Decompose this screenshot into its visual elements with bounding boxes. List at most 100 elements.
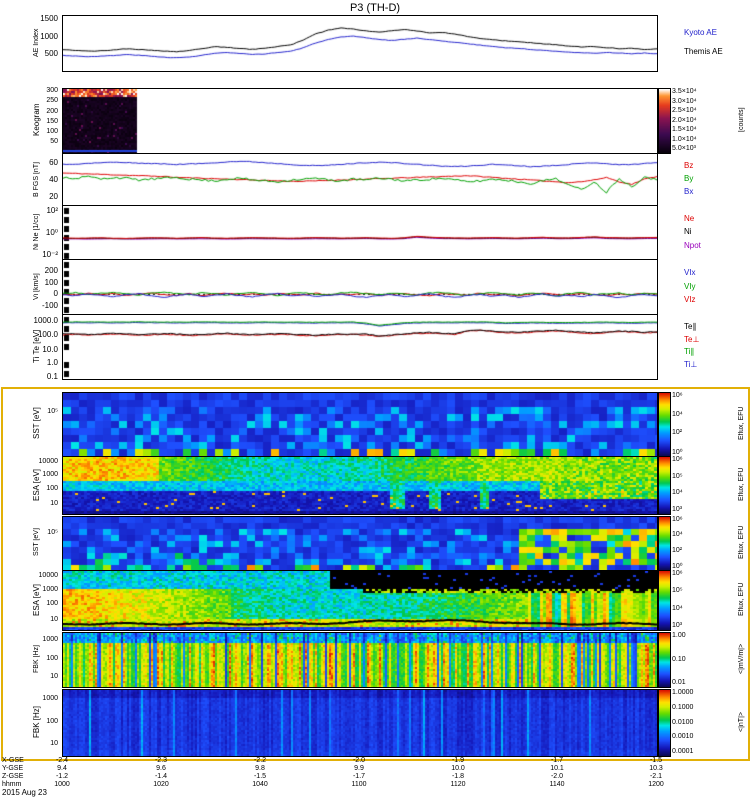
footer-value-z-4: -1.8 bbox=[451, 773, 465, 780]
footer-value-y-1: 9.6 bbox=[156, 765, 166, 772]
keogram-colorbar bbox=[658, 88, 671, 154]
footer-value-x-0: -2.4 bbox=[55, 757, 69, 764]
sst-electron-ylabel: SST [eV] bbox=[33, 528, 40, 557]
panel-velocity bbox=[62, 259, 658, 316]
panel-sst-electron-spectrogram bbox=[62, 516, 658, 571]
fbk-bfield-cbar-label: <|nT|> bbox=[738, 712, 745, 732]
ae-index-ytick-1: 1000 bbox=[40, 31, 58, 41]
fbk-bfield-plot bbox=[63, 690, 657, 756]
fbk-efield-cbar-tick-1: 0.10 bbox=[672, 655, 686, 663]
fbk-efield-colorbar bbox=[658, 632, 671, 688]
velocity-ytick-1: 100 bbox=[44, 277, 58, 287]
keogram-cbar-label: [counts] bbox=[738, 107, 745, 133]
footer-value-t-0: 1000 bbox=[54, 781, 70, 788]
footer-value-y-2: 9.8 bbox=[255, 765, 265, 772]
temperature-legend-2: Ti∥ bbox=[684, 347, 695, 357]
sst-ion-cbar-label: Eflux, EFU bbox=[738, 406, 745, 441]
sst-ion-cbar-tick-3: 10⁰ bbox=[672, 449, 683, 456]
velocity-legend-1: VIy bbox=[684, 281, 696, 291]
panel-keogram bbox=[62, 88, 658, 154]
keogram-ytick-3: 150 bbox=[46, 117, 58, 125]
keogram-ytick-2: 200 bbox=[46, 107, 58, 115]
velocity-ytick-0: 200 bbox=[44, 266, 58, 276]
keogram-cbar-tick-2: 2.5×10⁴ bbox=[672, 107, 697, 114]
keogram-ytick-4: 100 bbox=[46, 128, 58, 136]
panel-sst-ion-spectrogram bbox=[62, 392, 658, 457]
velocity-legend-0: VIx bbox=[684, 267, 696, 277]
fbk-efield-cbar-label: <|mV/m|> bbox=[738, 643, 745, 675]
esa-ion-cbar-tick-2: 10⁴ bbox=[672, 489, 683, 497]
b-fgs-legend-0: Bz bbox=[684, 161, 694, 170]
temperature-ytick-4: 0.1 bbox=[46, 372, 58, 382]
sst-ion-colorbar bbox=[658, 392, 671, 457]
fbk-bfield-cbar-tick-4: 0.0001 bbox=[672, 748, 694, 755]
density-legend-1: Ni bbox=[684, 227, 692, 236]
sst-electron-cbar-tick-0: 10⁶ bbox=[672, 516, 683, 523]
sst-electron-plot bbox=[63, 517, 657, 570]
esa-electron-cbar-label: Eflux, EFU bbox=[738, 582, 745, 617]
footer-value-z-5: -2.0 bbox=[550, 773, 564, 780]
ae-index-plot bbox=[63, 16, 657, 71]
density-legend-0: Ne bbox=[684, 213, 695, 223]
esa-ion-colorbar bbox=[658, 456, 671, 515]
density-legend-2: Npot bbox=[684, 240, 701, 250]
keogram-cbar-tick-0: 3.5×10⁴ bbox=[672, 88, 697, 95]
footer-value-x-1: -2.3 bbox=[154, 757, 168, 764]
esa-ion-cbar-tick-1: 10⁵ bbox=[672, 472, 683, 480]
esa-ion-plot bbox=[63, 457, 657, 514]
keogram-cbar-tick-3: 2.0×10⁴ bbox=[672, 116, 697, 124]
keogram-plot bbox=[63, 89, 657, 153]
footer-row-label-hhmm: hhmm bbox=[2, 781, 22, 788]
footer-date: 2015 Aug 23 bbox=[2, 788, 47, 797]
footer-value-y-5: 10.1 bbox=[550, 765, 564, 772]
fbk-bfield-ytick-0: 1000 bbox=[42, 694, 58, 702]
esa-ion-cbar-tick-3: 10³ bbox=[672, 506, 683, 513]
footer-value-t-6: 1200 bbox=[648, 781, 664, 788]
panel-temperature bbox=[62, 314, 658, 380]
b-fgs-ytick-0: 60 bbox=[49, 157, 58, 167]
b-fgs-legend-2: Bx bbox=[684, 187, 694, 196]
b-fgs-plot bbox=[63, 154, 657, 206]
esa-ion-ytick-3: 10 bbox=[50, 499, 58, 507]
esa-electron-cbar-tick-3: 10³ bbox=[672, 622, 683, 629]
fbk-bfield-colorbar bbox=[658, 689, 671, 757]
footer-value-y-0: 9.4 bbox=[57, 765, 67, 772]
footer-row-label-zgse: Z-GSE bbox=[2, 773, 24, 780]
velocity-legend-2: VIz bbox=[684, 295, 696, 305]
sst-electron-cbar-tick-3: 10⁰ bbox=[672, 563, 683, 570]
keogram-ytick-1: 250 bbox=[46, 97, 58, 105]
ae-index-legend-1: Themis AE bbox=[684, 46, 723, 56]
fbk-bfield-ytick-1: 100 bbox=[46, 718, 58, 725]
footer-value-t-3: 1100 bbox=[351, 781, 367, 788]
sst-electron-cbar-tick-2: 10² bbox=[672, 546, 683, 554]
ae-index-ytick-0: 1500 bbox=[40, 14, 58, 24]
b-fgs-ytick-1: 40 bbox=[49, 175, 58, 184]
fbk-bfield-cbar-tick-0: 1.0000 bbox=[672, 689, 694, 696]
temperature-legend-0: Te∥ bbox=[684, 321, 697, 331]
esa-ion-cbar-label: Eflux, EFU bbox=[738, 467, 745, 502]
keogram-cbar-tick-1: 3.0×10⁴ bbox=[672, 97, 697, 105]
esa-electron-ytick-0: 10000 bbox=[38, 571, 58, 579]
footer-value-t-5: 1140 bbox=[549, 781, 565, 788]
footer-value-z-2: -1.5 bbox=[253, 773, 267, 780]
temperature-legend-3: Ti⊥ bbox=[684, 360, 698, 370]
density-ytick-0: 10² bbox=[46, 206, 58, 216]
esa-electron-ytick-2: 100 bbox=[46, 600, 58, 608]
ae-index-legend-0: Kyoto AE bbox=[684, 28, 717, 38]
temperature-ytick-2: 10.0 bbox=[42, 344, 58, 354]
esa-ion-ytick-1: 1000 bbox=[42, 471, 58, 479]
esa-electron-cbar-tick-0: 10⁶ bbox=[672, 570, 683, 577]
sst-electron-cbar-tick-1: 10⁴ bbox=[672, 531, 683, 539]
esa-electron-plot bbox=[63, 571, 657, 630]
temperature-legend-1: Te⊥ bbox=[684, 334, 700, 344]
esa-electron-colorbar bbox=[658, 570, 671, 631]
footer-value-y-6: 10.3 bbox=[649, 765, 663, 772]
footer-value-x-3: -2.0 bbox=[352, 757, 366, 764]
footer-value-t-4: 1120 bbox=[450, 781, 466, 788]
keogram-cbar-tick-6: 5.0×10³ bbox=[672, 145, 696, 152]
keogram-ytick-5: 50 bbox=[50, 138, 58, 146]
sst-ion-plot bbox=[63, 393, 657, 456]
fbk-efield-plot bbox=[63, 633, 657, 687]
footer-value-z-0: -1.2 bbox=[55, 773, 69, 780]
